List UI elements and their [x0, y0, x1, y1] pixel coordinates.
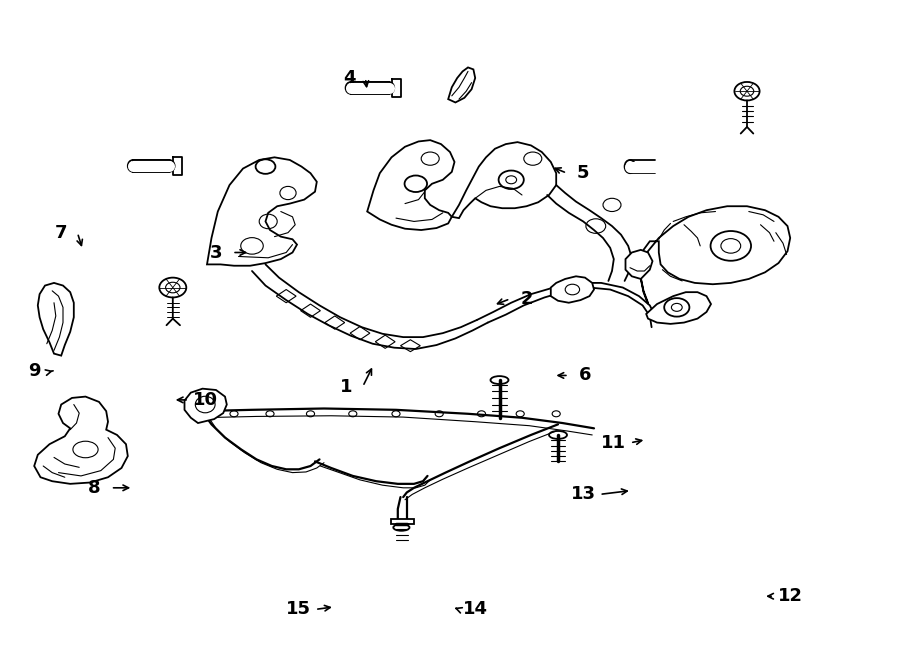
Polygon shape [351, 82, 389, 94]
Polygon shape [551, 276, 594, 303]
Text: 9: 9 [28, 362, 40, 381]
Text: 15: 15 [286, 600, 311, 619]
Polygon shape [448, 67, 475, 102]
Text: 7: 7 [55, 223, 68, 242]
Text: 5: 5 [577, 164, 590, 182]
Text: 8: 8 [88, 479, 101, 497]
Text: 4: 4 [343, 69, 356, 87]
Polygon shape [646, 292, 711, 324]
Polygon shape [391, 519, 414, 524]
Text: 11: 11 [601, 434, 626, 452]
Text: 6: 6 [579, 366, 591, 385]
Text: 14: 14 [463, 600, 488, 619]
Polygon shape [452, 142, 556, 218]
Polygon shape [207, 157, 317, 266]
Polygon shape [133, 160, 169, 172]
Polygon shape [38, 283, 74, 356]
Polygon shape [641, 206, 790, 304]
Text: 13: 13 [571, 485, 596, 504]
Polygon shape [626, 250, 652, 279]
Text: 1: 1 [340, 377, 353, 396]
Text: 3: 3 [210, 243, 222, 262]
Text: 2: 2 [520, 290, 533, 308]
Text: 10: 10 [193, 391, 218, 409]
Polygon shape [367, 140, 454, 230]
Polygon shape [184, 389, 227, 423]
Text: 12: 12 [778, 587, 803, 605]
Polygon shape [34, 397, 128, 484]
